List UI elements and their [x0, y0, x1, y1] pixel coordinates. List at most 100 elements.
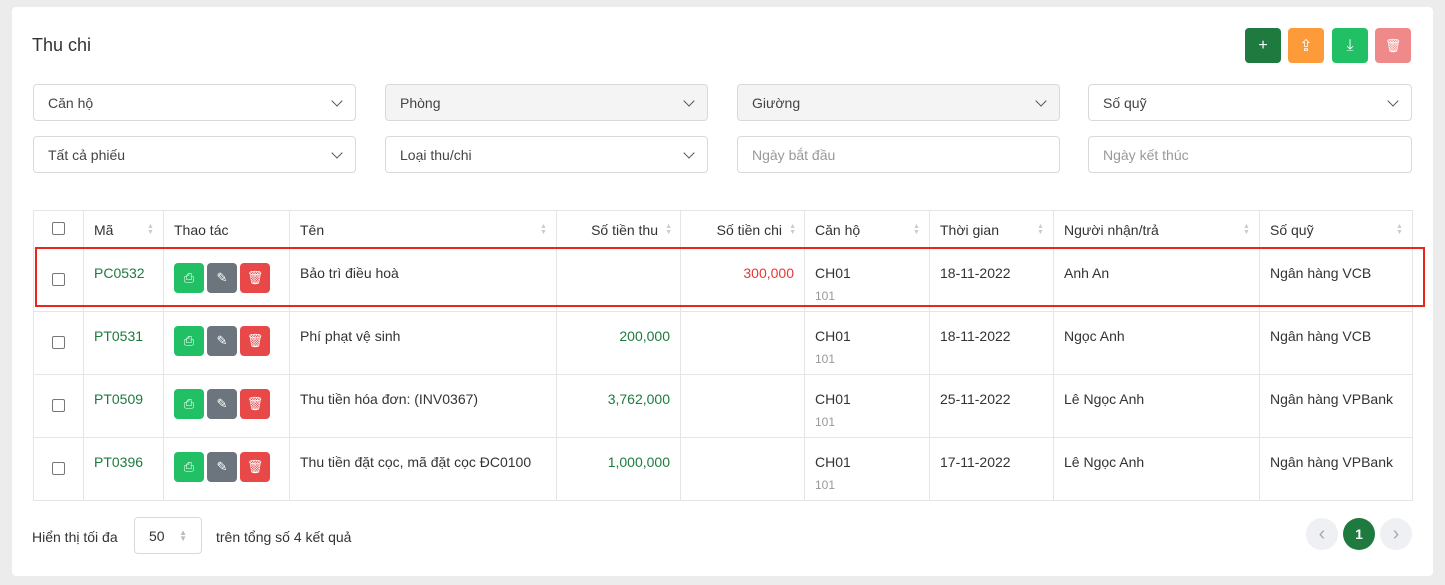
- person-cell: Lê Ngọc Anh: [1053, 437, 1260, 501]
- col-person[interactable]: Người nhận/trả ▲ ▼: [1053, 210, 1260, 249]
- col-code[interactable]: Mã ▲ ▼: [83, 210, 164, 249]
- sort-icon: ▲ ▼: [665, 223, 672, 236]
- name-cell: Thu tiền đặt cọc, mã đặt cọc ĐC0100: [289, 437, 557, 501]
- time-cell: 25-11-2022: [929, 374, 1054, 438]
- income-cell: 200,000: [556, 311, 681, 375]
- printer-icon: ⎙: [183, 396, 195, 411]
- edit-button[interactable]: ✎: [207, 326, 237, 356]
- print-button[interactable]: ⎙: [174, 452, 204, 482]
- apartment-select-value: Căn hộ: [48, 94, 94, 111]
- sort-icon: ▲ ▼: [147, 223, 154, 236]
- apartment-select[interactable]: Căn hộ: [33, 84, 356, 121]
- edit-button[interactable]: ✎: [207, 452, 237, 482]
- row-checkbox[interactable]: [52, 462, 65, 475]
- add-button[interactable]: +: [1245, 28, 1281, 63]
- category-select[interactable]: Loại thu/chi: [385, 136, 708, 173]
- voucher-code-link[interactable]: PC0532: [94, 265, 145, 281]
- select-all-checkbox[interactable]: [52, 221, 65, 235]
- person-cell: Lê Ngọc Anh: [1053, 374, 1260, 438]
- printer-icon: ⎙: [183, 459, 195, 474]
- table-row: PC0532 ⎙ ✎ 🗑 Bảo trì điều hoà 300,000 CH01…: [33, 248, 1413, 312]
- page-title: Thu chi: [32, 35, 92, 55]
- delete-button[interactable]: 🗑: [240, 263, 270, 293]
- apartment-code: CH01: [815, 391, 851, 407]
- trash-icon: 🗑: [246, 396, 264, 411]
- upload-button[interactable]: ⇪: [1288, 28, 1324, 63]
- fund-cell: Ngân hàng VCB: [1259, 311, 1413, 375]
- printer-icon: ⎙: [183, 270, 195, 285]
- sort-icon: ▲ ▼: [913, 223, 920, 236]
- row-checkbox[interactable]: [52, 336, 65, 349]
- download-icon: ⤓: [1346, 36, 1354, 54]
- apartment-cell: CH01 101: [804, 374, 930, 438]
- col-code-label: Mã: [94, 221, 114, 238]
- chevron-down-icon: [683, 94, 695, 107]
- time-cell: 17-11-2022: [929, 437, 1054, 501]
- edit-button[interactable]: ✎: [207, 389, 237, 419]
- voucher-type-select[interactable]: Tất cả phiếu: [33, 136, 356, 173]
- end-date-input[interactable]: Ngày kết thúc: [1088, 136, 1412, 173]
- person-cell: Anh An: [1053, 248, 1260, 312]
- col-time[interactable]: Thời gian ▲ ▼: [929, 210, 1054, 249]
- printer-icon: ⎙: [183, 333, 195, 348]
- print-button[interactable]: ⎙: [174, 389, 204, 419]
- download-button[interactable]: ⤓: [1332, 28, 1368, 63]
- voucher-code-link[interactable]: PT0531: [94, 328, 144, 344]
- name-cell: Bảo trì điều hoà: [289, 248, 557, 312]
- table-row: PT0396 ⎙ ✎ 🗑 Thu tiền đặt cọc, mã đặt cọc …: [33, 437, 1413, 501]
- room-select-value: Phòng: [400, 94, 441, 111]
- delete-button[interactable]: 🗑: [240, 389, 270, 419]
- col-name[interactable]: Tên ▲ ▼: [289, 210, 557, 249]
- apartment-cell: CH01 101: [804, 311, 930, 375]
- apartment-code: CH01: [815, 265, 851, 281]
- chevron-right-icon: ›: [1392, 522, 1400, 545]
- page-size-select[interactable]: 50 ▲ ▼: [134, 517, 202, 554]
- chevron-down-icon: [331, 146, 343, 159]
- name-cell: Phí phạt vệ sinh: [289, 311, 557, 375]
- trash-icon: 🗑: [1384, 37, 1402, 53]
- start-date-placeholder: Ngày bắt đầu: [752, 146, 836, 163]
- row-checkbox[interactable]: [52, 399, 65, 412]
- chevron-left-icon: ‹: [1318, 522, 1326, 545]
- upload-icon: ⇪: [1299, 37, 1313, 55]
- room-select[interactable]: Phòng: [385, 84, 708, 121]
- row-checkbox[interactable]: [52, 273, 65, 286]
- col-actions-label: Thao tác: [174, 221, 229, 238]
- edit-button[interactable]: ✎: [207, 263, 237, 293]
- sort-icon: ▲ ▼: [1396, 223, 1403, 236]
- apartment-code: CH01: [815, 454, 851, 470]
- bed-select[interactable]: Giường: [737, 84, 1060, 121]
- expense-cell: [680, 311, 805, 375]
- col-expense[interactable]: Số tiền chi ▲ ▼: [680, 210, 805, 249]
- page-1-button[interactable]: 1: [1343, 518, 1375, 550]
- chevron-down-icon: [1035, 94, 1047, 107]
- room-code: 101: [815, 478, 836, 492]
- table-header: Mã ▲ ▼ Thao tác Tên ▲ ▼ Số tiền thu ▲ ▼ Số tiề…: [33, 210, 1413, 249]
- room-code: 101: [815, 415, 836, 429]
- delete-button[interactable]: 🗑: [240, 452, 270, 482]
- trash-icon: 🗑: [246, 333, 264, 348]
- category-select-value: Loại thu/chi: [400, 146, 472, 163]
- fund-book-select[interactable]: Số quỹ: [1088, 84, 1412, 121]
- apartment-cell: CH01 101: [804, 437, 930, 501]
- col-apartment[interactable]: Căn hộ ▲ ▼: [804, 210, 930, 249]
- col-fund[interactable]: Số quỹ ▲ ▼: [1259, 210, 1413, 249]
- time-cell: 18-11-2022: [929, 248, 1054, 312]
- print-button[interactable]: ⎙: [174, 326, 204, 356]
- col-income[interactable]: Số tiền thu ▲ ▼: [556, 210, 681, 249]
- bulk-delete-button[interactable]: 🗑: [1375, 28, 1411, 63]
- start-date-input[interactable]: Ngày bắt đầu: [737, 136, 1060, 173]
- delete-button[interactable]: 🗑: [240, 326, 270, 356]
- plus-icon: +: [1258, 36, 1268, 54]
- voucher-code-link[interactable]: PT0396: [94, 454, 144, 470]
- prev-page-button[interactable]: ‹: [1306, 518, 1338, 550]
- col-time-label: Thời gian: [940, 221, 999, 238]
- fund-book-select-value: Số quỹ: [1103, 94, 1147, 111]
- chevron-down-icon: [1387, 94, 1399, 107]
- print-button[interactable]: ⎙: [174, 263, 204, 293]
- end-date-placeholder: Ngày kết thúc: [1103, 146, 1189, 163]
- voucher-code-link[interactable]: PT0509: [94, 391, 144, 407]
- next-page-button[interactable]: ›: [1380, 518, 1412, 550]
- table-row: PT0509 ⎙ ✎ 🗑 Thu tiền hóa đơn: (INV0367) 3…: [33, 374, 1413, 438]
- page-number: 1: [1355, 526, 1363, 542]
